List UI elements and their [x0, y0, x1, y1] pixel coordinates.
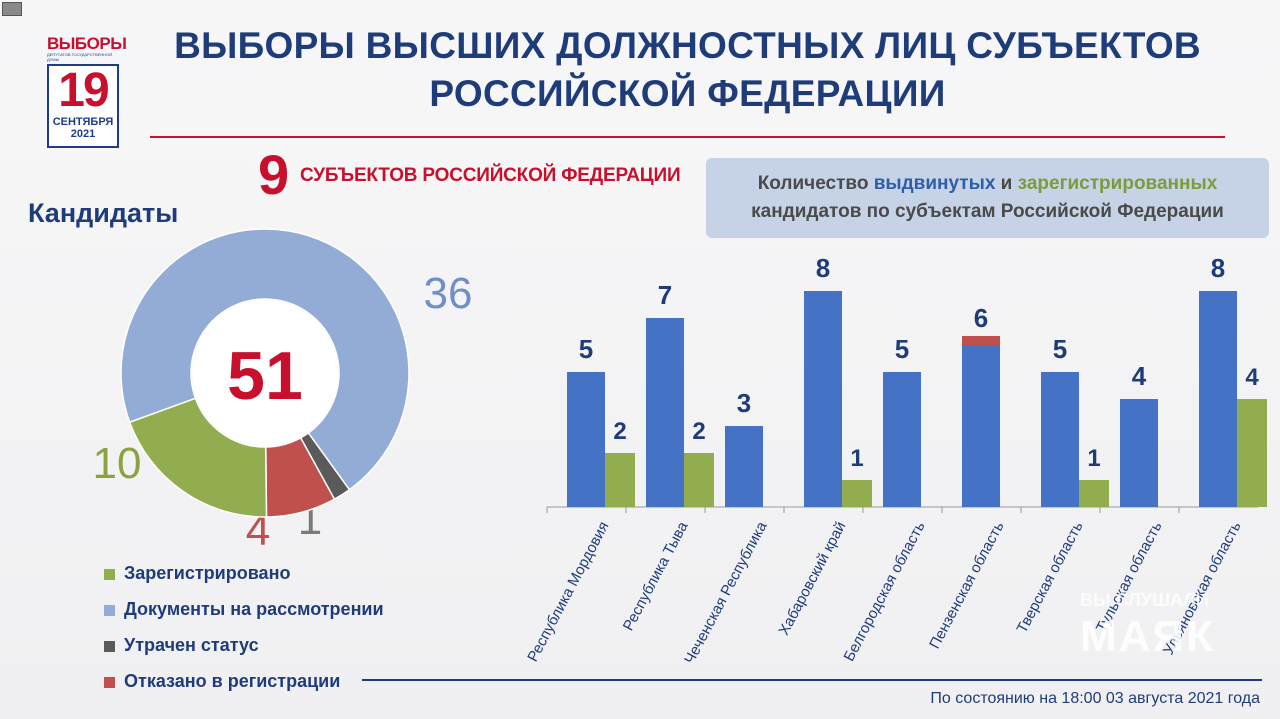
bar-nominated-label: 4 — [1132, 361, 1147, 391]
bar-nominated — [804, 291, 842, 507]
bar-nominated — [725, 426, 763, 507]
bar-registered — [684, 453, 714, 507]
page-title-line2: РОССИЙСКОЙ ФЕДЕРАЦИИ — [429, 73, 946, 114]
logo-month: СЕНТЯБРЯ — [52, 116, 114, 128]
donut-slice-value: 36 — [424, 269, 473, 318]
bar-nominated-label: 7 — [658, 280, 672, 310]
bar-nominated-label: 5 — [895, 334, 909, 364]
legend-swatch — [104, 641, 115, 652]
caption-part1: Количество — [757, 173, 874, 194]
subjects-number: 9 — [258, 143, 290, 206]
bar-chart-caption: Количество выдвинутых и зарегистрированн… — [706, 158, 1269, 238]
logo-year: 2021 — [70, 128, 96, 140]
donut-slice — [128, 397, 268, 518]
donut-total: 51 — [227, 338, 303, 414]
page-title: ВЫБОРЫ ВЫСШИХ ДОЛЖНОСТНЫХ ЛИЦ СУБЪЕКТОВ … — [150, 22, 1225, 118]
legend-swatch — [104, 677, 115, 688]
legend-label: Документы на рассмотрении — [124, 599, 384, 619]
bar-nominated-label: 8 — [1211, 253, 1225, 283]
caption-line2: кандидатов по субъектам Российской Федер… — [751, 201, 1224, 222]
bar-registered-label: 2 — [613, 418, 626, 445]
footer-divider — [362, 679, 1262, 681]
bar-nominated — [1041, 372, 1079, 507]
legend-label: Зарегистрировано — [124, 563, 291, 583]
bar-nominated — [1199, 291, 1237, 507]
as-of-timestamp: По состоянию на 18:00 03 августа 2021 го… — [930, 690, 1260, 707]
bar-category-label: Республика Тыва — [620, 518, 692, 633]
bar-nominated — [1120, 399, 1158, 507]
bar-category-label: Тверская область — [1014, 519, 1087, 636]
bar-registered — [842, 480, 872, 507]
bar-nominated — [646, 318, 684, 507]
bar-registered-label: 4 — [1245, 364, 1259, 391]
title-divider — [150, 136, 1225, 138]
legend-label: Утрачен статус — [124, 635, 259, 655]
subjects-count: 9 СУБЪЕКТОВ РОССИЙСКОЙ ФЕДЕРАЦИИ — [258, 143, 681, 206]
donut-slice-value: 10 — [93, 439, 142, 488]
bar-nominated-label: 3 — [737, 388, 751, 418]
watermark-text: ВЫ СЛУШАЛИ — [1080, 590, 1209, 610]
legend-swatch — [104, 569, 115, 580]
bar-nominated-label: 8 — [816, 253, 830, 283]
bar-registered-label: 1 — [1087, 445, 1100, 472]
bar-nominated-label: 6 — [974, 303, 988, 333]
bar-category-label: Чеченская Республика — [681, 518, 771, 667]
bar-registered — [605, 453, 635, 507]
watermark-brand: МАЯК — [1080, 612, 1215, 661]
bar-nominated — [962, 345, 1000, 507]
caption-registered: зарегистрированных — [1017, 173, 1218, 194]
bar-category-label: Республика Мордовия — [524, 519, 612, 665]
bar-category-label: Хабаровский край — [775, 519, 849, 638]
bar-registered — [1237, 399, 1267, 507]
bar-refused-cap — [962, 336, 1000, 345]
bar-registered-label: 1 — [850, 445, 863, 472]
bar-nominated — [883, 372, 921, 507]
bar-nominated — [567, 372, 605, 507]
window-corner-icon — [2, 2, 22, 16]
donut-slice — [120, 228, 410, 491]
subjects-label: СУБЪЕКТОВ РОССИЙСКОЙ ФЕДЕРАЦИИ — [300, 165, 681, 186]
logo-subtitle: ДЕПУТАТОВ ГОСУДАРСТВЕННОЙ ДУМЫ — [47, 52, 113, 62]
caption-part2: и — [995, 173, 1018, 194]
bar-registered — [1079, 480, 1109, 507]
caption-nominated: выдвинутых — [873, 173, 996, 194]
bar-nominated-label: 5 — [1053, 334, 1067, 364]
logo-day: 19 — [58, 64, 109, 117]
bar-category-label: Пензенская область — [926, 519, 1007, 652]
legend-swatch — [104, 605, 115, 616]
page-title-line1: ВЫБОРЫ ВЫСШИХ ДОЛЖНОСТНЫХ ЛИЦ СУБЪЕКТОВ — [174, 25, 1201, 66]
bar-nominated-label: 5 — [579, 334, 593, 364]
logo-title: ВЫБОРЫ — [47, 34, 127, 53]
elections-logo: ВЫБОРЫ ДЕПУТАТОВ ГОСУДАРСТВЕННОЙ ДУМЫ 19… — [47, 34, 127, 148]
legend-label: Отказано в регистрации — [124, 671, 341, 691]
candidates-heading: Кандидаты — [28, 198, 179, 228]
logo-date-box: 19 СЕНТЯБРЯ 2021 — [47, 64, 119, 148]
donut-hole — [192, 300, 338, 446]
bar-registered-label: 2 — [692, 418, 705, 445]
bar-category-label: Белгородская область — [840, 519, 928, 665]
